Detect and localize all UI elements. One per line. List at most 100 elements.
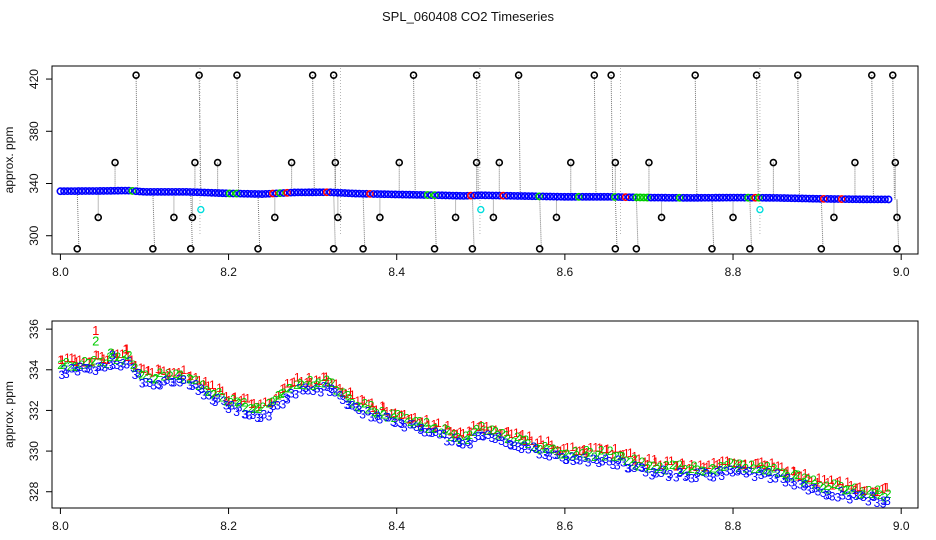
data-point [762, 193, 771, 202]
data-point [182, 187, 191, 196]
marker-2: 2 [591, 450, 598, 464]
marker-3: 3 [525, 442, 532, 456]
marker-2: 2 [533, 441, 540, 455]
marker-1: 1 [692, 460, 699, 474]
marker-3: 3 [710, 470, 717, 484]
data-point [304, 188, 313, 197]
marker-1: 1 [882, 480, 889, 494]
marker-1: 1 [241, 391, 248, 405]
top-series [56, 68, 901, 253]
marker-3: 3 [809, 482, 816, 496]
marker-1: 1 [834, 475, 841, 489]
data-point [229, 189, 238, 198]
data-point [607, 192, 616, 201]
data-point [470, 191, 479, 200]
data-point [362, 189, 371, 198]
marker-3: 3 [193, 377, 200, 391]
marker-2: 2 [425, 422, 432, 436]
marker-3: 3 [87, 363, 94, 377]
outlier-point [632, 244, 641, 253]
data-point [146, 187, 155, 196]
spike-trace [756, 75, 759, 198]
marker-2: 2 [550, 442, 557, 456]
marker-1: 1 [737, 459, 744, 473]
marker-2: 2 [617, 449, 624, 463]
marker-2: 2 [805, 473, 812, 487]
marker-2: 2 [227, 395, 234, 409]
marker-2: 2 [530, 440, 537, 454]
data-point [99, 187, 108, 195]
marker-1: 1 [644, 458, 651, 472]
marker-2: 2 [471, 425, 478, 439]
marker-2: 2 [735, 461, 742, 475]
marker-2: 2 [885, 487, 892, 501]
data-point [773, 194, 781, 202]
marker-1: 1 [423, 413, 430, 427]
marker-2: 2 [860, 487, 867, 501]
marker-3: 3 [130, 361, 137, 375]
marker-3: 3 [270, 399, 277, 413]
outlier-point [409, 71, 418, 79]
spike-trace [871, 75, 874, 200]
data-point [445, 191, 454, 200]
marker-2: 2 [613, 450, 620, 464]
spike-trace [711, 197, 715, 249]
marker-2: 2 [764, 460, 771, 474]
outlier-point [495, 158, 504, 167]
marker-1: 1 [674, 458, 681, 472]
marker-2: 2 [447, 430, 454, 444]
marker-2: 2 [462, 429, 469, 443]
marker-2: 2 [834, 478, 841, 492]
marker-2: 2 [504, 432, 511, 446]
marker-2: 2 [349, 397, 356, 411]
marker-1: 1 [554, 443, 561, 457]
marker-1: 1 [289, 376, 296, 390]
marker-1: 1 [396, 410, 403, 424]
marker-2: 2 [713, 464, 720, 478]
marker-1: 1 [569, 440, 576, 454]
marker-3: 3 [846, 492, 853, 506]
marker-3: 3 [317, 385, 324, 399]
marker-1: 1 [548, 438, 555, 452]
spike-trace [892, 75, 895, 200]
marker-3: 3 [624, 462, 631, 476]
marker-1: 1 [579, 444, 586, 458]
marker-2: 2 [60, 358, 67, 372]
y-tick-label: 328 [27, 481, 41, 501]
marker-2: 2 [866, 484, 873, 498]
data-point [466, 191, 475, 200]
data-point [121, 186, 130, 195]
data-point [755, 193, 763, 202]
data-point [369, 190, 378, 198]
data-point [117, 186, 126, 195]
marker-1: 1 [791, 464, 798, 478]
marker-2: 2 [216, 385, 223, 399]
marker-2: 2 [635, 460, 642, 474]
marker-1: 1 [726, 455, 733, 469]
data-point [863, 195, 871, 204]
marker-3: 3 [132, 368, 139, 382]
data-point [571, 192, 580, 201]
marker-3: 3 [63, 367, 70, 381]
data-point [866, 195, 875, 204]
outlier-point [607, 71, 615, 79]
marker-3: 3 [740, 464, 747, 478]
marker-2: 2 [310, 379, 317, 393]
marker-2: 2 [253, 401, 260, 415]
outlier-point [830, 213, 838, 222]
marker-3: 3 [120, 357, 127, 371]
marker-3: 3 [368, 411, 375, 425]
marker-1: 1 [821, 472, 828, 486]
data-point [250, 190, 259, 198]
marker-1: 1 [138, 361, 145, 375]
marker-1: 1 [104, 353, 111, 367]
outlier-point [73, 244, 82, 253]
marker-3: 3 [869, 489, 876, 503]
outlier-point [430, 244, 439, 253]
marker-1: 1 [119, 347, 126, 361]
data-point [870, 195, 879, 204]
outlier-point [851, 158, 859, 167]
data-point [405, 190, 414, 199]
marker-2: 2 [130, 358, 137, 372]
marker-2: 2 [78, 358, 85, 372]
